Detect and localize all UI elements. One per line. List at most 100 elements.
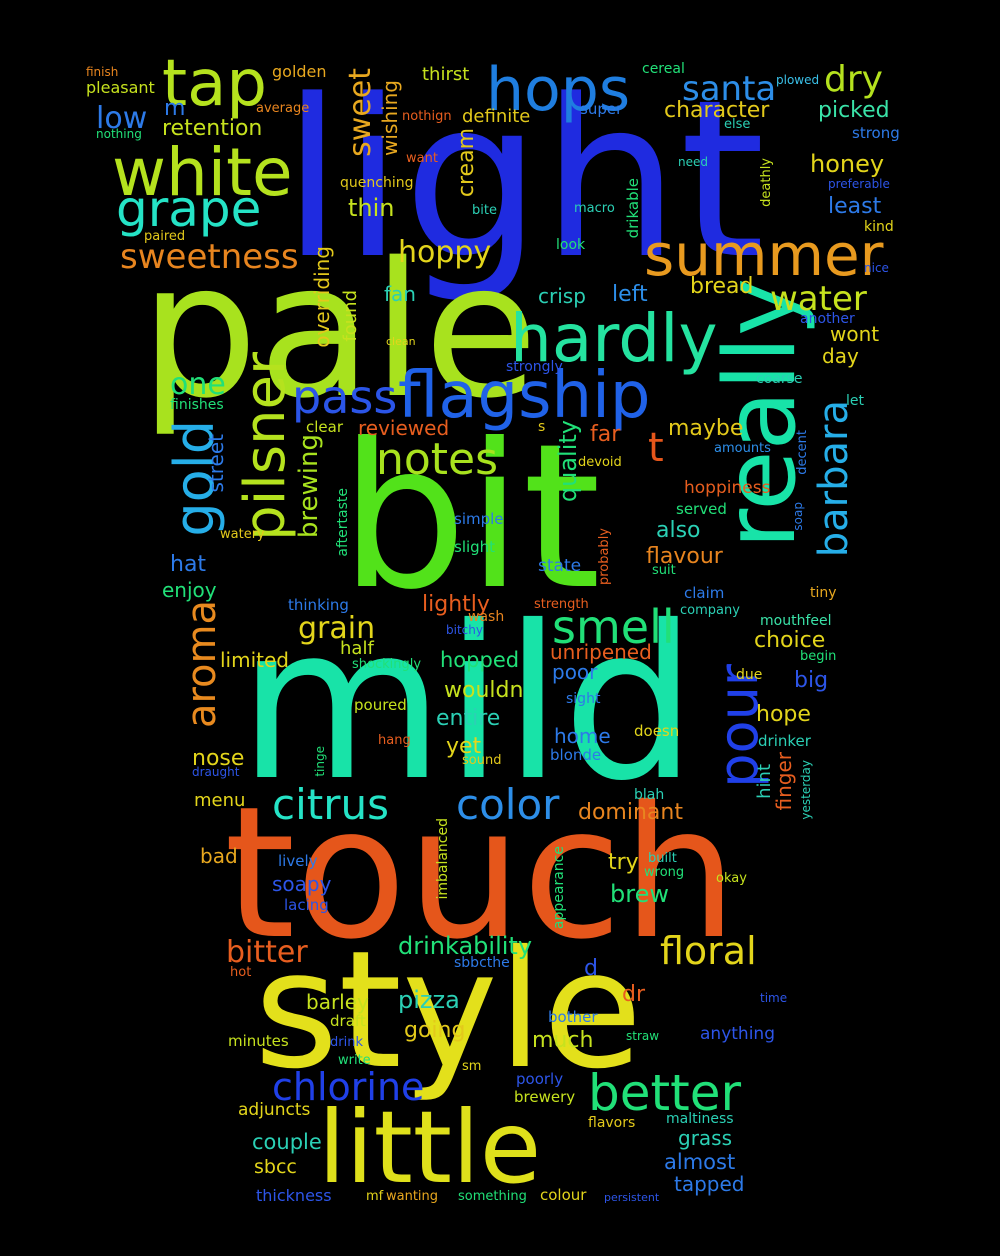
word-mild: mild	[238, 580, 697, 827]
word-strongly: strongly	[506, 359, 563, 375]
word-super: super	[580, 100, 623, 118]
word-dominant: dominant	[578, 800, 683, 825]
word-style: style	[254, 917, 643, 1105]
word-want: want	[406, 151, 438, 166]
word-almost: almost	[664, 1150, 736, 1174]
word-strength: strength	[534, 597, 589, 612]
word-cereal: cereal	[642, 61, 685, 77]
word-floral: floral	[660, 929, 757, 973]
word-preferable: preferable	[828, 177, 890, 191]
word-time: time	[760, 991, 788, 1005]
word-straw: straw	[626, 1029, 660, 1043]
word-nothign: nothign	[402, 109, 452, 124]
word-tiny: tiny	[810, 585, 837, 601]
word-big: big	[794, 668, 829, 693]
word-nothing: nothing	[96, 127, 142, 141]
word-picked: picked	[818, 98, 890, 123]
word-lively: lively	[278, 852, 318, 870]
word-overriding: overriding	[310, 246, 334, 348]
word-santa: santa	[682, 69, 777, 109]
word-flavour: flavour	[646, 544, 723, 569]
word-wanting: wanting	[386, 1189, 439, 1204]
word-simple: simple	[454, 510, 504, 528]
word-menu: menu	[194, 790, 246, 811]
word-citrus: citrus	[272, 780, 389, 829]
word-bitter: bitter	[226, 935, 308, 970]
word-something: something	[458, 1189, 527, 1204]
word-pleasant: pleasant	[86, 78, 155, 97]
word-wouldn: wouldn	[444, 678, 524, 703]
word-least: least	[828, 194, 882, 219]
word-nice: nice	[864, 261, 889, 275]
word-notes: notes	[376, 434, 499, 485]
word-fan: fan	[384, 282, 416, 306]
word-chlorine: chlorine	[272, 1065, 425, 1109]
word-retention: retention	[162, 116, 263, 141]
word-let: let	[846, 393, 864, 409]
word-street: street	[204, 434, 228, 493]
word-minutes: minutes	[228, 1032, 289, 1050]
word-look: look	[556, 237, 586, 253]
word-much: much	[532, 1028, 594, 1053]
word-watery: watery	[220, 527, 265, 542]
word-day: day	[822, 344, 859, 368]
word-limited: limited	[220, 648, 289, 672]
word-drinker: drinker	[758, 732, 811, 750]
word-wrong: wrong	[644, 865, 685, 880]
word-persistent: persistent	[604, 1191, 660, 1204]
word-finishes: finishes	[170, 397, 224, 413]
word-begin: begin	[800, 649, 837, 664]
word-adjuncts: adjuncts	[238, 1100, 311, 1120]
word-shockingly: shockingly	[352, 657, 422, 672]
word-thickness: thickness	[256, 1186, 332, 1205]
word-tap: tap	[162, 47, 267, 121]
word-colour: colour	[540, 1186, 587, 1204]
word-touch: touch	[224, 767, 738, 979]
word-definite: definite	[462, 106, 531, 127]
word-anything: anything	[700, 1024, 775, 1044]
word-bitchy: bitchy	[446, 623, 483, 637]
word-probably: probably	[597, 528, 612, 586]
word-built: built	[648, 851, 677, 866]
word-plowed: plowed	[776, 73, 820, 87]
word-sm: sm	[462, 1059, 482, 1074]
word-pale: pale	[140, 222, 539, 439]
word-hops: hops	[486, 55, 631, 125]
word-dr: dr	[622, 982, 646, 1007]
word-mf: mf	[366, 1189, 384, 1204]
word-imbalanced: imbalanced	[435, 818, 451, 900]
word-bread: bread	[690, 274, 754, 299]
word-served: served	[676, 500, 727, 518]
word-aroma: aroma	[179, 600, 225, 729]
word-quenching: quenching	[340, 175, 414, 191]
word-soapy: soapy	[272, 872, 332, 896]
word-strong: strong	[852, 124, 900, 142]
word-hopped: hopped	[440, 648, 520, 672]
word-claim: claim	[684, 584, 725, 602]
word-clean: clean	[386, 335, 416, 348]
word-character: character	[664, 98, 770, 123]
word-low: low	[96, 101, 148, 136]
word-write: write	[338, 1053, 371, 1068]
word-draft: draft	[330, 1012, 366, 1030]
word-summer: summer	[644, 221, 884, 289]
word-pass: pass	[292, 370, 398, 424]
word-s: s	[538, 419, 546, 435]
word-sweetness: sweetness	[120, 237, 299, 277]
word-bother: bother	[548, 1008, 598, 1026]
word-clear: clear	[306, 418, 344, 436]
word-smell: smell	[552, 600, 675, 654]
word-couple: couple	[252, 1130, 322, 1154]
word-reviewed: reviewed	[358, 416, 450, 440]
word-also: also	[656, 518, 701, 543]
word-maltiness: maltiness	[666, 1111, 734, 1127]
word-white: white	[112, 134, 293, 211]
word-due: due	[736, 667, 763, 683]
word-t: t	[648, 425, 664, 471]
word-hot: hot	[230, 965, 252, 980]
word-sbbcthe: sbbcthe	[454, 955, 510, 971]
word-mouthfeel: mouthfeel	[760, 613, 832, 629]
word-hardly: hardly	[510, 300, 718, 377]
word-devoid: devoid	[578, 455, 622, 470]
